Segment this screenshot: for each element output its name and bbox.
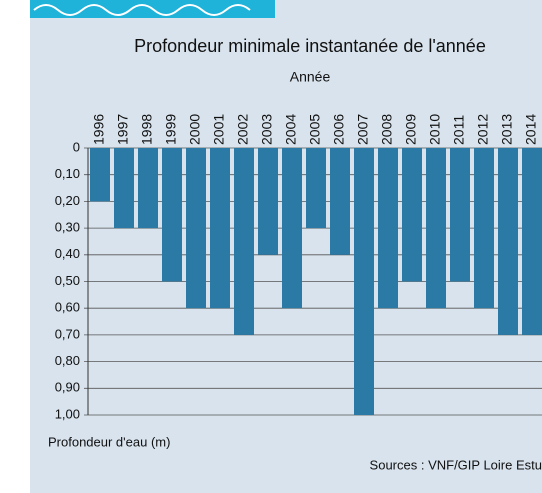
y-tick-label: 0 [73,139,80,154]
x-tick-label: 2014 [523,114,539,145]
bar [378,148,398,309]
bar [426,148,446,309]
x-tick-label: 2013 [499,114,515,145]
bar [186,148,206,309]
bar [354,148,374,415]
source: Sources : VNF/GIP Loire Estu [370,457,542,472]
banner [30,0,275,18]
x-tick-label: 2008 [379,114,395,145]
x-tick-label: 2010 [427,114,443,145]
x-tick-label: 2005 [307,114,323,145]
y-tick-label: 0,80 [55,353,80,368]
bar [282,148,302,309]
bar [522,148,542,335]
bar [258,148,278,255]
x-tick-label: 1996 [91,114,107,145]
y-tick-label: 0,10 [55,166,80,181]
bar [402,148,422,282]
y-tick-label: 0,60 [55,300,80,315]
bar [90,148,110,202]
x-tick-label: 2011 [451,115,467,145]
bar [210,148,230,309]
y-tick-label: 0,70 [55,326,80,341]
y-axis-label: Profondeur d'eau (m) [48,434,170,449]
x-tick-label: 2009 [403,114,419,145]
y-tick-label: 0,50 [55,273,80,288]
y-tick-label: 0,40 [55,246,80,261]
x-tick-label: 2004 [283,114,299,145]
x-tick-label: 1998 [139,114,155,145]
bar [234,148,254,335]
bar [162,148,182,282]
chart-title: Profondeur minimale instantanée de l'ann… [134,36,486,56]
x-tick-label: 2000 [187,114,203,145]
y-tick-label: 0,20 [55,193,80,208]
x-tick-label: 2012 [475,114,491,145]
x-tick-label: 2007 [355,114,371,145]
y-tick-label: 0,30 [55,220,80,235]
x-tick-label: 1999 [163,114,179,145]
bar [474,148,494,309]
bar [138,148,158,229]
x-tick-label: 2003 [259,114,275,145]
y-tick-label: 1,00 [55,406,80,421]
y-tick-label: 0,90 [55,380,80,395]
x-tick-label: 2006 [331,114,347,145]
bar [330,148,350,255]
x-axis-label: Année [290,69,331,85]
bar [306,148,326,229]
x-tick-label: 1997 [115,114,131,145]
bar [114,148,134,229]
x-tick-label: 2001 [211,114,227,145]
bar [450,148,470,282]
x-tick-label: 2002 [235,114,251,145]
bar [498,148,518,335]
